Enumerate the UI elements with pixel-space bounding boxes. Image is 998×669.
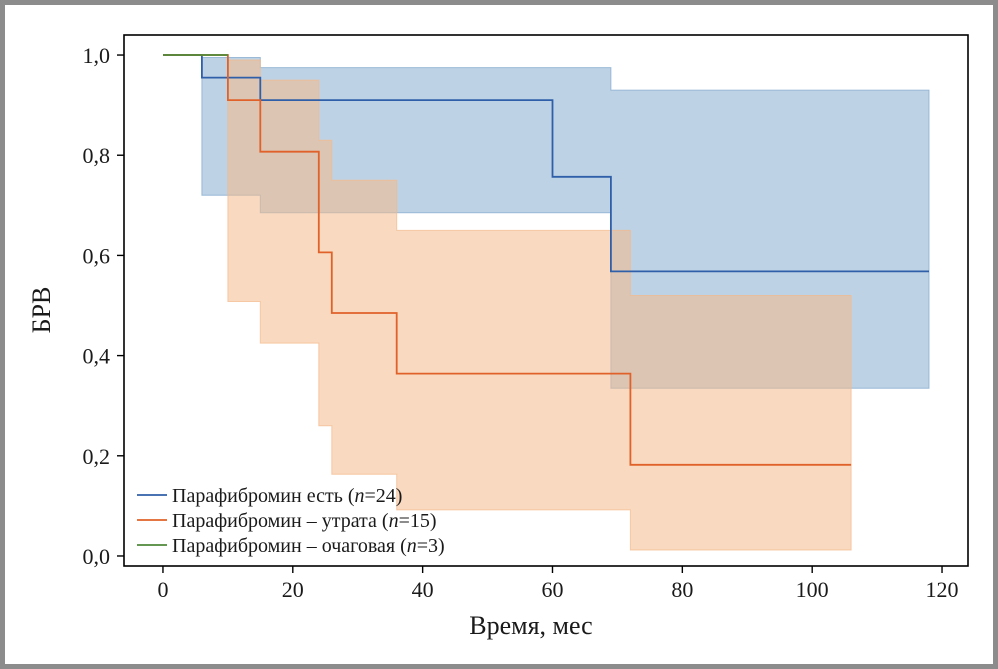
km-curve-loss — [163, 54, 852, 466]
plot-area-border — [123, 34, 969, 567]
survival-curves — [163, 54, 929, 466]
legend-label-loss: Парафибромин – утрата (n=15) — [172, 510, 437, 532]
x-tick-label: 60 — [541, 577, 563, 602]
y-tick-label: 0,4 — [83, 344, 111, 369]
x-tick-label: 120 — [926, 577, 959, 602]
x-tick-label: 40 — [412, 577, 434, 602]
y-tick-label: 0,8 — [83, 143, 111, 168]
y-tick-label: 1,0 — [83, 43, 111, 68]
legend: Парафибромин есть (n=24) Парафибромин – … — [137, 485, 445, 557]
y-axis-title: БРВ — [27, 287, 56, 334]
x-axis-ticks: 0 20 40 60 80 100 120 — [157, 566, 959, 602]
km-curve-present — [163, 54, 929, 273]
x-tick-label: 0 — [157, 577, 168, 602]
confidence-bands — [201, 57, 930, 551]
x-tick-label: 100 — [796, 577, 829, 602]
legend-label-focal: Парафибромин – очаговая (n=3) — [172, 535, 445, 557]
x-tick-label: 20 — [282, 577, 304, 602]
ci-band-loss — [227, 59, 852, 551]
y-tick-label: 0,0 — [83, 544, 111, 569]
y-axis-ticks: 0,0 0,2 0,4 0,6 0,8 1,0 — [83, 43, 124, 569]
y-tick-label: 0,6 — [83, 243, 111, 268]
x-tick-label: 80 — [671, 577, 693, 602]
x-axis-title: Время, мес — [469, 611, 592, 640]
y-tick-label: 0,2 — [83, 444, 111, 469]
legend-label-present: Парафибромин есть (n=24) — [172, 485, 402, 507]
